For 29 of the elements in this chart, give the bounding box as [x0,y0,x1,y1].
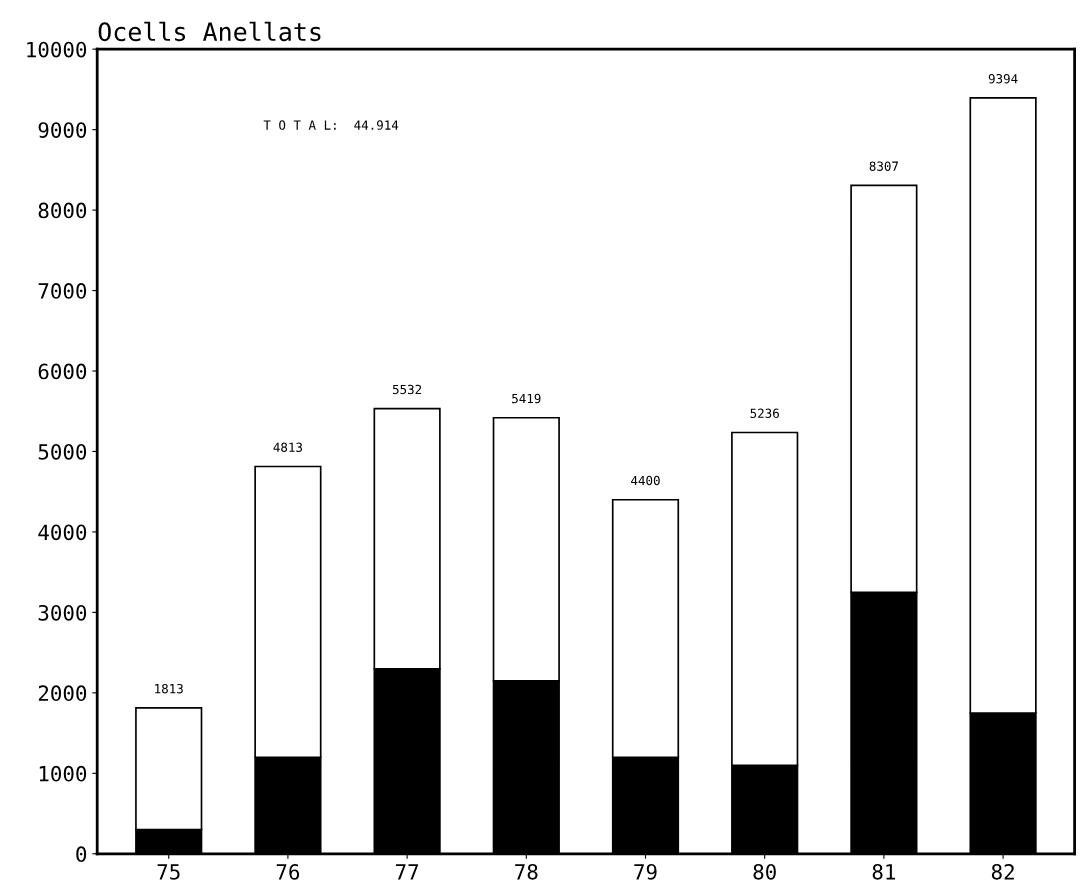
y-tick-label: 9000 [38,122,87,138]
total-label: 5236 [750,408,779,418]
total-label: 4813 [273,442,303,453]
y-tick-label: 6000 [38,363,87,380]
chart-title: Ocells Anellats [98,21,321,42]
y-tick-label: 5000 [38,443,87,460]
x-tick-label: 77 [395,864,419,880]
x-tick-label: 79 [634,863,657,880]
total-label: 5532 [392,384,422,395]
x-tick-label: 80 [753,863,776,880]
y-tick-label: 0 [76,846,87,863]
y-tick-label: 3000 [38,604,87,621]
y-tick-label: 10000 [27,41,87,58]
x-tick-label: 78 [515,863,538,880]
y-tick-label: 7000 [38,283,87,299]
x-tick-label: 81 [872,863,896,880]
annotation: T O T A L: 44.914 [263,120,399,130]
total-label: 8307 [869,161,898,171]
y-tick-label: 1000 [39,765,87,782]
x-tick-label: 75 [157,864,180,880]
total-label: 9394 [988,73,1018,84]
y-tick-label: 2000 [38,685,87,702]
x-tick-label: 82 [991,863,1014,880]
total-label: 4400 [631,475,660,486]
total-label: 5419 [512,393,541,404]
y-tick-label: 8000 [38,202,87,219]
total-label: 1813 [155,683,183,694]
x-tick-label: 76 [276,863,300,880]
y-tick-label: 4000 [38,524,87,541]
